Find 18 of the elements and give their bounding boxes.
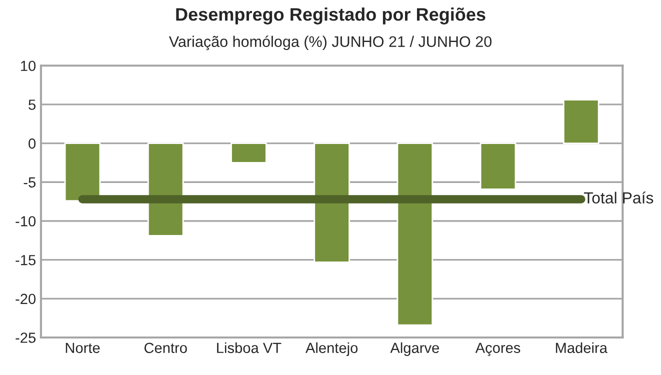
- y-tick-label: -25: [16, 332, 36, 343]
- y-tick-label: 10: [21, 60, 36, 72]
- y-tick-label: -20: [16, 294, 36, 304]
- x-tick-label: Norte: [66, 342, 100, 354]
- chart-subtitle: Variação homóloga (%) JUNHO 21 / JUNHO 20: [168, 36, 492, 50]
- x-tick-label: Lisboa VT: [217, 342, 282, 354]
- x-tick-label: Alentejo: [306, 342, 358, 356]
- x-tick-label: Centro: [144, 342, 187, 354]
- y-tick-label: 5: [28, 100, 36, 110]
- y-tick-label: 0: [28, 138, 36, 149]
- y-tick-label: -5: [24, 177, 36, 188]
- chart-title: Desemprego Registado por Regiões: [176, 8, 486, 24]
- y-tick-label: -15: [16, 255, 36, 266]
- x-tick-label: Madeira: [556, 342, 608, 354]
- series-label: Total País: [584, 192, 654, 204]
- y-tick-label: -10: [16, 216, 36, 226]
- x-tick-label: Algarve: [390, 342, 439, 356]
- x-tick-label: Açores: [475, 342, 520, 356]
